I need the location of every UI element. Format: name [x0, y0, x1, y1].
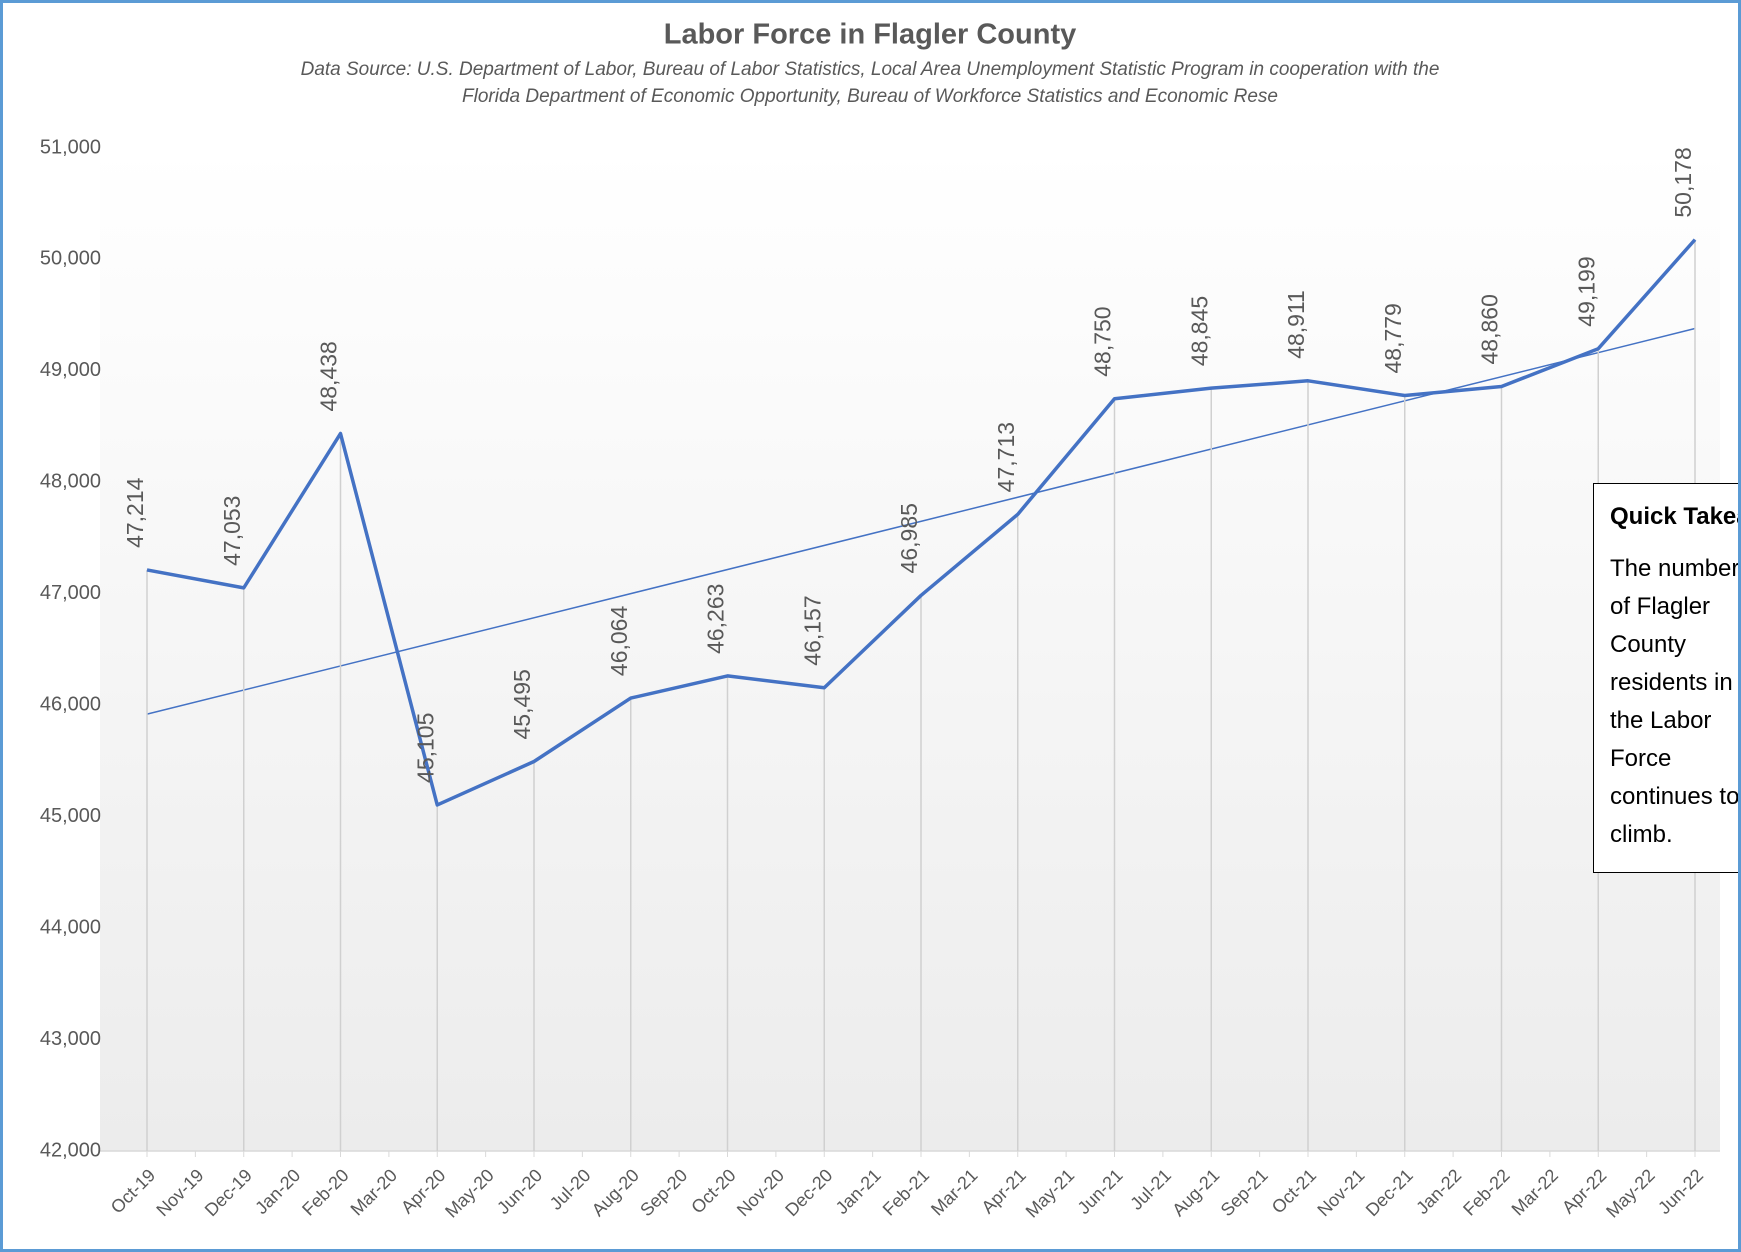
data-label: 48,779 — [1380, 303, 1406, 373]
y-tick-label: 47,000 — [40, 582, 101, 604]
plot-area — [100, 148, 1720, 1151]
x-tick-label: Oct-20 — [687, 1165, 739, 1217]
y-tick-label: 43,000 — [40, 1028, 101, 1050]
data-label: 46,157 — [799, 595, 825, 665]
x-tick-label: May-20 — [441, 1165, 498, 1222]
y-tick-label: 45,000 — [40, 805, 101, 827]
quick-take-box: Quick Takeaway The number of Flagler Cou… — [1593, 483, 1740, 873]
x-tick-label: May-22 — [1602, 1165, 1659, 1222]
x-tick-label: Feb-22 — [1459, 1165, 1513, 1219]
x-tick-label: Dec-20 — [781, 1165, 836, 1220]
x-tick-label: Apr-22 — [1558, 1165, 1610, 1217]
x-tick-label: Nov-20 — [733, 1165, 788, 1220]
data-label: 48,911 — [1283, 290, 1309, 359]
chart-title: Labor Force in Flagler County — [664, 19, 1077, 51]
y-tick-label: 46,000 — [40, 694, 101, 716]
data-label: 45,105 — [412, 713, 438, 783]
x-tick-label: Jan-22 — [1412, 1165, 1465, 1218]
data-label: 45,495 — [509, 669, 535, 739]
x-tick-label: Jun-20 — [493, 1165, 546, 1218]
data-label: 48,845 — [1186, 296, 1212, 366]
x-tick-label: Nov-21 — [1313, 1165, 1368, 1220]
y-tick-label: 42,000 — [40, 1139, 101, 1161]
y-tick-label: 49,000 — [40, 359, 101, 381]
x-tick-label: Sep-21 — [1217, 1165, 1272, 1220]
x-tick-label: Feb-20 — [298, 1165, 352, 1219]
x-tick-label: Mar-20 — [347, 1165, 401, 1219]
x-tick-label: Aug-20 — [588, 1165, 643, 1220]
data-label: 49,199 — [1573, 256, 1599, 326]
y-tick-label: 50,000 — [40, 248, 101, 270]
chart: Labor Force in Flagler County Data Sourc… — [40, 19, 1720, 1222]
x-tick-label: Jan-20 — [251, 1165, 304, 1218]
x-tick-label: Oct-19 — [107, 1165, 159, 1217]
data-label: 50,178 — [1670, 147, 1696, 217]
x-tick-label: Sep-20 — [636, 1165, 691, 1220]
x-tick-label: Feb-21 — [879, 1165, 933, 1219]
data-label: 47,053 — [219, 496, 245, 566]
data-label: 48,750 — [1090, 306, 1116, 376]
data-line — [146, 238, 1697, 807]
quick-take-title: Quick Takeaway — [1610, 503, 1738, 530]
y-tick-label: 44,000 — [40, 916, 101, 938]
x-tick-label: Oct-21 — [1268, 1165, 1320, 1217]
x-tick-label: Dec-21 — [1362, 1165, 1417, 1220]
x-tick-label: Mar-22 — [1508, 1165, 1562, 1219]
y-tick-label: 48,000 — [40, 471, 101, 493]
quick-take-body: The number of Flagler County residents i… — [1610, 555, 1740, 848]
data-label: 47,214 — [122, 477, 148, 548]
x-tick-label: Jun-22 — [1654, 1165, 1707, 1218]
x-tick-label: Apr-20 — [397, 1165, 449, 1217]
data-label: 46,985 — [896, 503, 922, 573]
data-label: 48,438 — [316, 341, 342, 411]
chart-subtitle: Florida Department of Economic Opportuni… — [462, 86, 1278, 107]
x-tick-label: Jan-21 — [832, 1165, 885, 1218]
data-label: 47,713 — [993, 422, 1019, 492]
x-tick-label: Nov-19 — [152, 1165, 207, 1220]
x-tick-label: Mar-21 — [927, 1165, 981, 1219]
x-tick-label: Apr-21 — [978, 1165, 1030, 1217]
x-tick-label: Aug-21 — [1168, 1165, 1223, 1220]
x-tick-label: Dec-19 — [201, 1165, 256, 1220]
data-label: 46,064 — [606, 606, 632, 677]
x-tick-label: May-21 — [1022, 1165, 1079, 1222]
chart-subtitle: Data Source: U.S. Department of Labor, B… — [301, 59, 1440, 80]
y-tick-label: 51,000 — [40, 136, 101, 158]
x-tick-label: Jun-21 — [1074, 1165, 1127, 1218]
data-label: 46,263 — [703, 584, 729, 654]
data-label: 48,860 — [1477, 294, 1503, 364]
